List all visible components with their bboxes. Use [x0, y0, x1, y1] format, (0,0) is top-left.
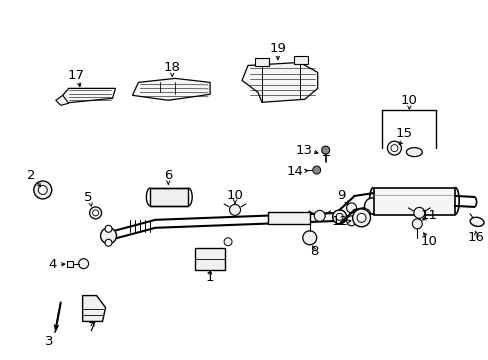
Text: 15: 15	[395, 127, 412, 140]
Text: 10: 10	[420, 235, 437, 248]
Text: 18: 18	[163, 61, 181, 74]
Bar	[293, 57, 307, 64]
Circle shape	[101, 228, 116, 244]
Polygon shape	[132, 78, 210, 100]
Circle shape	[411, 219, 422, 229]
Text: 7: 7	[88, 321, 97, 334]
Circle shape	[89, 207, 102, 219]
Text: 12: 12	[330, 215, 347, 228]
Bar	[254, 58, 268, 67]
Circle shape	[321, 146, 329, 154]
Text: 17: 17	[67, 69, 84, 82]
Circle shape	[364, 198, 380, 214]
Text: 4: 4	[48, 258, 57, 271]
Bar	[267, 212, 309, 224]
Circle shape	[105, 239, 112, 246]
Circle shape	[312, 166, 320, 174]
Text: 6: 6	[164, 168, 172, 181]
Text: 9: 9	[337, 189, 345, 202]
Circle shape	[38, 185, 47, 194]
Text: 14: 14	[286, 165, 303, 177]
Bar	[195, 248, 224, 270]
Circle shape	[229, 204, 240, 215]
Ellipse shape	[469, 217, 483, 226]
Text: 10: 10	[400, 94, 417, 107]
Ellipse shape	[406, 148, 422, 157]
Polygon shape	[66, 261, 73, 267]
Polygon shape	[82, 296, 105, 321]
Circle shape	[224, 238, 232, 246]
Text: 11: 11	[420, 210, 437, 222]
Circle shape	[346, 203, 356, 213]
Circle shape	[332, 210, 346, 224]
Circle shape	[335, 213, 343, 220]
Polygon shape	[242, 62, 317, 102]
Circle shape	[360, 209, 370, 219]
Circle shape	[314, 210, 325, 221]
Text: 10: 10	[226, 189, 243, 202]
Polygon shape	[56, 95, 68, 105]
Text: 2: 2	[26, 168, 35, 181]
Circle shape	[92, 210, 99, 216]
Text: 16: 16	[467, 231, 484, 244]
Circle shape	[302, 231, 316, 245]
Circle shape	[79, 259, 88, 269]
Text: 3: 3	[44, 335, 53, 348]
Circle shape	[352, 209, 370, 227]
Circle shape	[413, 207, 424, 219]
Circle shape	[390, 145, 397, 152]
Circle shape	[386, 141, 401, 155]
Text: 1: 1	[205, 271, 214, 284]
Circle shape	[346, 216, 356, 226]
Text: 5: 5	[84, 192, 93, 204]
Text: 8: 8	[310, 245, 318, 258]
Circle shape	[105, 225, 112, 232]
Text: 19: 19	[269, 42, 285, 55]
Bar	[150, 188, 188, 206]
Circle shape	[356, 213, 366, 222]
Bar	[373, 188, 454, 215]
Polygon shape	[62, 88, 115, 103]
Text: 13: 13	[295, 144, 312, 157]
Circle shape	[34, 181, 52, 199]
